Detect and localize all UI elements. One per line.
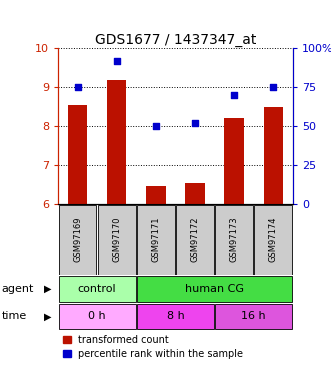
Point [153,123,159,129]
Text: GSM97169: GSM97169 [73,217,82,262]
Bar [263,107,283,204]
Title: GDS1677 / 1437347_at: GDS1677 / 1437347_at [95,33,256,47]
Bar [137,205,175,274]
Text: 0 h: 0 h [88,311,106,321]
Bar [137,304,214,329]
Bar [176,205,214,274]
Text: time: time [2,311,27,321]
Point [114,58,119,64]
Point [192,120,198,126]
Text: agent: agent [2,284,34,294]
Bar [137,276,292,302]
Bar [215,205,253,274]
Bar [59,276,136,302]
Bar [98,205,136,274]
Text: human CG: human CG [185,284,244,294]
Text: GSM97171: GSM97171 [151,217,160,262]
Text: 16 h: 16 h [241,311,266,321]
Text: GSM97172: GSM97172 [191,217,200,262]
Bar [59,205,96,274]
Bar [185,183,205,204]
Bar [107,80,126,204]
Bar [255,205,292,274]
Point [231,92,237,98]
Text: ▶: ▶ [44,284,52,294]
Text: 8 h: 8 h [166,311,184,321]
Text: GSM97170: GSM97170 [112,217,121,262]
Legend: transformed count, percentile rank within the sample: transformed count, percentile rank withi… [63,335,243,359]
Bar [224,118,244,204]
Point [75,84,80,90]
Text: control: control [78,284,117,294]
Text: GSM97174: GSM97174 [269,217,278,262]
Bar [68,105,87,204]
Text: GSM97173: GSM97173 [230,217,239,262]
Bar [215,304,292,329]
Bar [59,304,136,329]
Point [271,84,276,90]
Text: ▶: ▶ [44,311,52,321]
Bar [146,186,166,204]
